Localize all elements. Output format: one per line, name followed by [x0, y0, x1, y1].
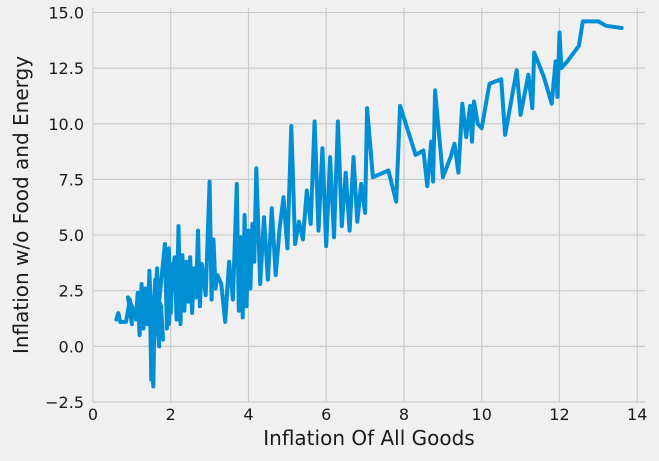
y-tick-label: 7.5 [59, 170, 84, 189]
x-tick-label: 4 [243, 405, 253, 424]
y-axis-label: Inflation w/o Food and Energy [9, 56, 33, 354]
x-tick-label: 6 [321, 405, 331, 424]
x-tick-label: 2 [166, 405, 176, 424]
y-tick-label: −2.5 [45, 393, 84, 412]
y-tick-label: 2.5 [59, 282, 84, 301]
x-tick-label: 12 [549, 405, 569, 424]
x-tick-label: 8 [399, 405, 409, 424]
x-tick-label: 14 [627, 405, 647, 424]
x-axis-label: Inflation Of All Goods [263, 426, 474, 450]
x-tick-label: 0 [88, 405, 98, 424]
data-line [114, 19, 624, 389]
y-tick-labels: −2.5 0.0 2.5 5.0 7.5 10.0 12.5 15.0 [45, 3, 84, 412]
y-tick-label: 0.0 [59, 337, 84, 356]
series-line [114, 19, 624, 389]
y-tick-label: 15.0 [48, 3, 84, 22]
x-tick-label: 10 [472, 405, 492, 424]
y-tick-label: 12.5 [48, 59, 84, 78]
x-tick-labels: 0 2 4 6 8 10 12 14 [88, 405, 647, 424]
y-tick-label: 10.0 [48, 115, 84, 134]
y-tick-label: 5.0 [59, 226, 84, 245]
